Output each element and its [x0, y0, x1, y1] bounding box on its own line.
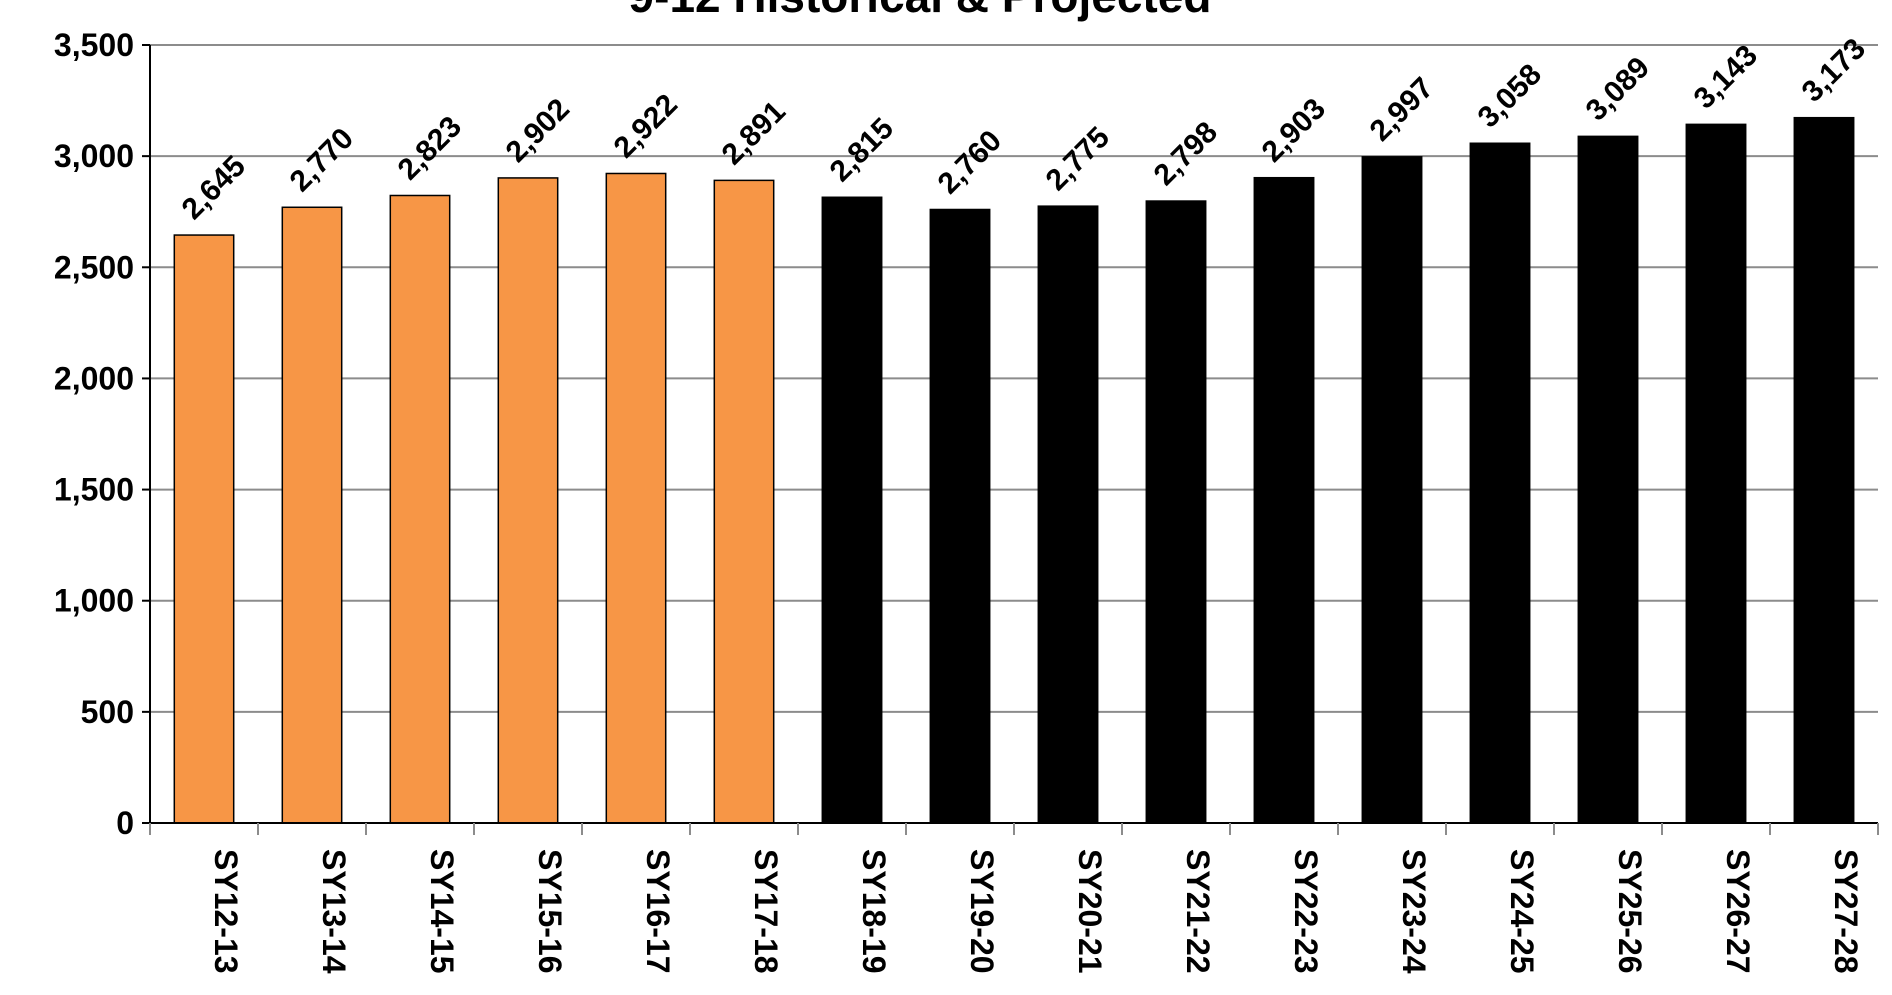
x-tick-label: SY16-17	[640, 849, 676, 974]
x-tick-label: SY25-26	[1612, 849, 1648, 974]
x-tick-label: SY26-27	[1720, 849, 1756, 974]
bars	[173, 116, 1855, 824]
data-label: 3,143	[1688, 39, 1764, 115]
bar	[1037, 205, 1099, 824]
data-label: 3,058	[1472, 58, 1548, 134]
data-label: 2,903	[1256, 92, 1332, 168]
data-label: 2,815	[824, 112, 900, 188]
bar	[281, 206, 343, 824]
x-tick-label: SY17-18	[748, 849, 784, 974]
x-tick-label: SY22-23	[1288, 849, 1324, 974]
bar	[1577, 135, 1639, 824]
y-tick-label: 2,000	[54, 360, 134, 396]
x-tick-label: SY27-28	[1828, 849, 1864, 974]
x-tick-label: SY18-19	[856, 849, 892, 974]
x-tick-label: SY15-16	[532, 849, 568, 974]
x-tick-label: SY21-22	[1180, 849, 1216, 974]
x-tick-label: SY20-21	[1072, 849, 1108, 974]
x-tick-label: SY19-20	[964, 849, 1000, 974]
bar	[1361, 156, 1423, 824]
axes	[142, 44, 1879, 835]
data-label: 2,760	[932, 124, 1008, 200]
bar	[929, 208, 991, 824]
data-label: 2,922	[608, 88, 684, 164]
data-label: 2,798	[1148, 116, 1224, 192]
bar	[173, 234, 235, 824]
bar	[1253, 176, 1315, 824]
data-label: 2,823	[392, 110, 468, 186]
data-label: 2,902	[500, 92, 576, 168]
x-axis-category-labels: SY12-13 SY13-14 SY14-15 SY15-16 SY16-17 SY17-…	[208, 849, 1864, 974]
x-tick-label: SY14-15	[424, 849, 460, 974]
data-label: 3,089	[1580, 51, 1656, 127]
data-label: 3,173	[1796, 32, 1872, 108]
data-label: 2,891	[716, 95, 792, 171]
bar	[821, 196, 883, 824]
x-tick-label: SY23-24	[1396, 849, 1432, 974]
data-label: 2,770	[284, 122, 360, 198]
bar	[497, 177, 559, 824]
bar	[605, 172, 667, 824]
y-tick-label: 500	[81, 694, 134, 730]
bar	[1793, 116, 1855, 824]
data-label: 2,997	[1364, 71, 1440, 147]
y-tick-label: 1,500	[54, 472, 134, 508]
y-axis-tick-labels: 0 500 1,000 1,500 2,000 2,500 3,000 3,500	[54, 27, 134, 841]
y-tick-label: 2,500	[54, 249, 134, 285]
y-tick-label: 3,000	[54, 138, 134, 174]
bar	[1685, 123, 1747, 824]
data-label: 2,775	[1040, 121, 1116, 197]
x-tick-label: SY12-13	[208, 849, 244, 974]
data-label: 2,645	[176, 150, 252, 226]
bar	[1469, 142, 1531, 824]
bar	[1145, 200, 1207, 824]
bar	[713, 179, 775, 824]
y-tick-label: 0	[116, 805, 134, 841]
y-tick-label: 1,000	[54, 583, 134, 619]
y-tick-label: 3,500	[54, 27, 134, 63]
x-tick-label: SY24-25	[1504, 849, 1540, 974]
x-tick-label: SY13-14	[316, 849, 352, 974]
bar	[389, 194, 451, 824]
chart-title: 9-12 Historical & Projected	[629, 0, 1212, 22]
